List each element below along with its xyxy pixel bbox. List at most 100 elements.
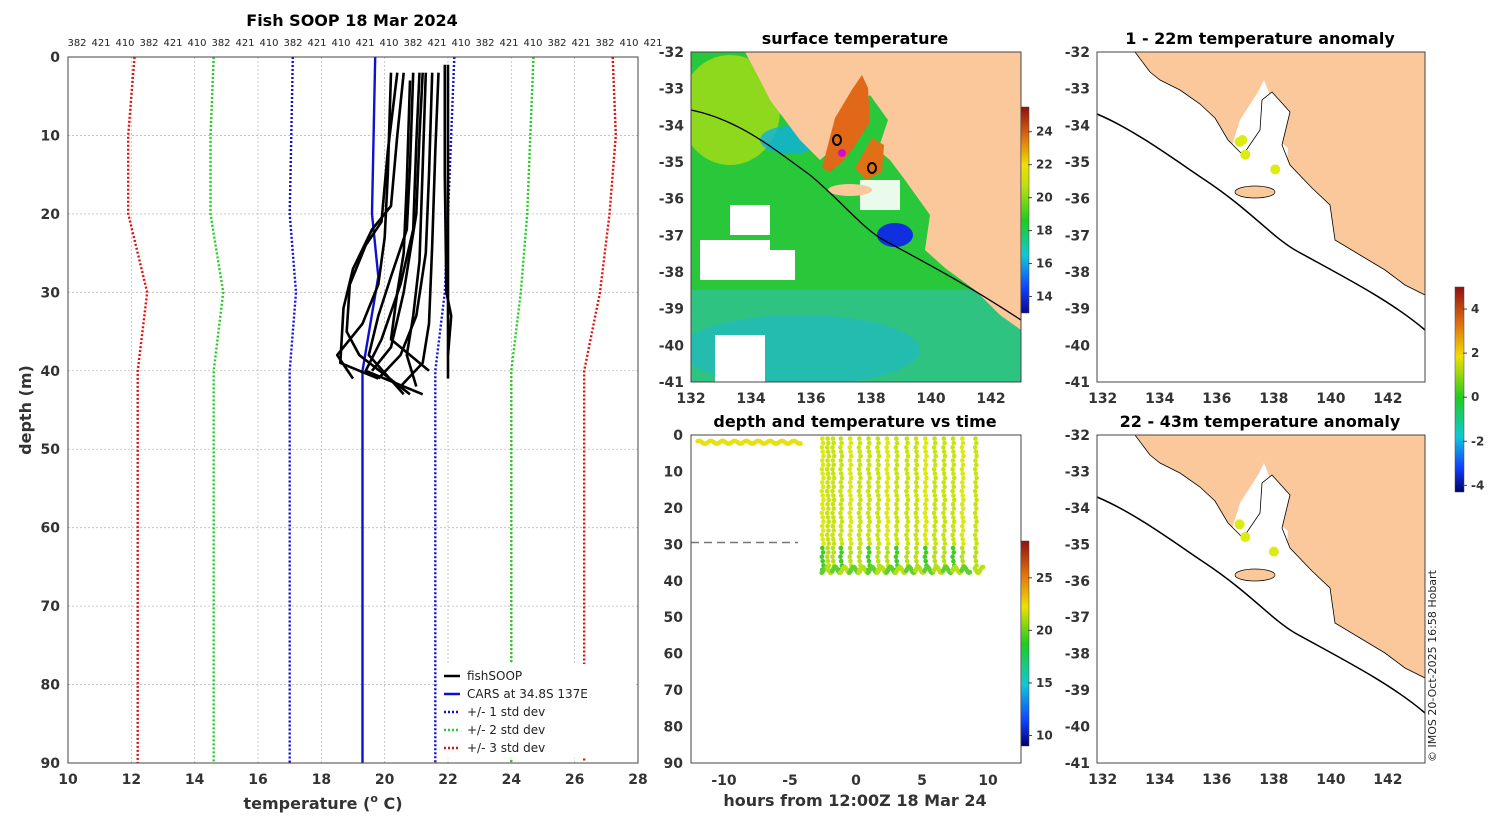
colorbar-tick-label: 15 [1036, 676, 1053, 690]
y-tick-label: 0 [673, 428, 683, 444]
time-dot [848, 449, 853, 455]
time-dot [838, 532, 843, 538]
series-line [367, 72, 415, 396]
time-dot [830, 436, 836, 441]
time-dot [875, 515, 881, 520]
time-dot [914, 462, 920, 468]
time-dot [839, 475, 845, 481]
time-dot [867, 528, 872, 533]
time-dot [922, 532, 928, 538]
time-dot [960, 523, 965, 529]
time-dot [848, 558, 853, 564]
y-tick-label: 60 [41, 521, 61, 537]
time-dot [959, 445, 965, 450]
time-dot [865, 510, 871, 516]
time-dot [894, 449, 899, 455]
time-dot [942, 484, 947, 490]
time-dot [876, 475, 882, 481]
time-dot [820, 515, 825, 520]
time-dot [941, 536, 947, 542]
series-line [339, 72, 405, 380]
time-dot [913, 445, 918, 450]
time-dot [831, 453, 837, 459]
time-dot [820, 458, 825, 463]
time-dot [951, 550, 957, 555]
time-dot [951, 506, 957, 511]
anomaly-point [1237, 135, 1248, 145]
time-dot [857, 523, 862, 529]
top-axis-label: 410 [115, 38, 134, 49]
time-dot [922, 510, 928, 516]
time-dot [951, 519, 957, 524]
time-dot [904, 445, 909, 450]
time-dot [847, 445, 852, 450]
time-dot [867, 484, 872, 490]
time-dot [847, 436, 853, 441]
time-dot [895, 475, 900, 481]
time-dot [941, 510, 946, 516]
anomaly-point [1270, 164, 1281, 175]
time-dot [884, 523, 890, 529]
time-dot [866, 515, 872, 520]
time-dot [960, 484, 966, 490]
time-dot [941, 493, 947, 498]
time-dot [941, 554, 946, 559]
time-dot [831, 536, 836, 542]
time-dot [905, 541, 911, 546]
time-dot [923, 558, 928, 564]
time-dot [831, 475, 837, 481]
legend-entry: fishSOOP [467, 669, 522, 683]
time-dot [831, 449, 836, 455]
time-dot [933, 541, 938, 546]
time-dot [848, 536, 853, 542]
time-dot [831, 515, 836, 520]
top-axis-label: 421 [427, 38, 446, 49]
series-line [443, 64, 453, 356]
x-tick-label: 138 [1259, 772, 1288, 788]
time-dot [923, 449, 928, 455]
time-dot [839, 506, 844, 511]
colorbar-tick-label: 4 [1471, 302, 1479, 316]
top-axis-label: 410 [259, 38, 278, 49]
time-dot [974, 462, 979, 468]
y-tick-label: -32 [659, 45, 684, 61]
time-dot [838, 515, 844, 520]
time-dot [932, 501, 937, 507]
time-dot [905, 550, 910, 555]
time-dot [941, 436, 947, 441]
time-dot [931, 554, 937, 559]
time-dot [932, 471, 938, 476]
anomaly-deep-coastline [1134, 435, 1425, 679]
time-dot [876, 440, 881, 446]
time-dot [951, 462, 957, 468]
anomaly-shallow-title: 1 - 22m temperature anomaly [1125, 29, 1395, 48]
time-dot [885, 484, 891, 490]
time-dot [866, 545, 871, 551]
y-tick-label: -32 [1065, 45, 1090, 61]
time-dot [923, 550, 929, 555]
time-dot [950, 467, 955, 472]
time-dot [913, 467, 918, 472]
y-tick-label: -35 [1065, 537, 1090, 553]
anomaly-point [1268, 546, 1279, 557]
profile-x-label: temperature (o C) [243, 792, 402, 813]
time-dot [838, 536, 844, 542]
time-dot [866, 523, 871, 529]
time-dot [821, 497, 826, 503]
sst-cloud-gap [860, 180, 900, 210]
time-dot [923, 440, 929, 446]
time-dot [875, 536, 881, 542]
series-line [370, 72, 424, 372]
time-dot [847, 532, 852, 538]
time-dot [904, 558, 910, 564]
sst-position-marker [838, 149, 846, 157]
time-dot [942, 497, 948, 503]
x-tick-label: 140 [1316, 391, 1345, 407]
time-dot [885, 558, 890, 564]
time-dot [914, 484, 920, 490]
time-dot [830, 445, 835, 450]
profile-series [126, 56, 617, 763]
time-dot [941, 523, 947, 529]
y-tick-label: -41 [659, 375, 684, 391]
time-dot [914, 453, 920, 459]
